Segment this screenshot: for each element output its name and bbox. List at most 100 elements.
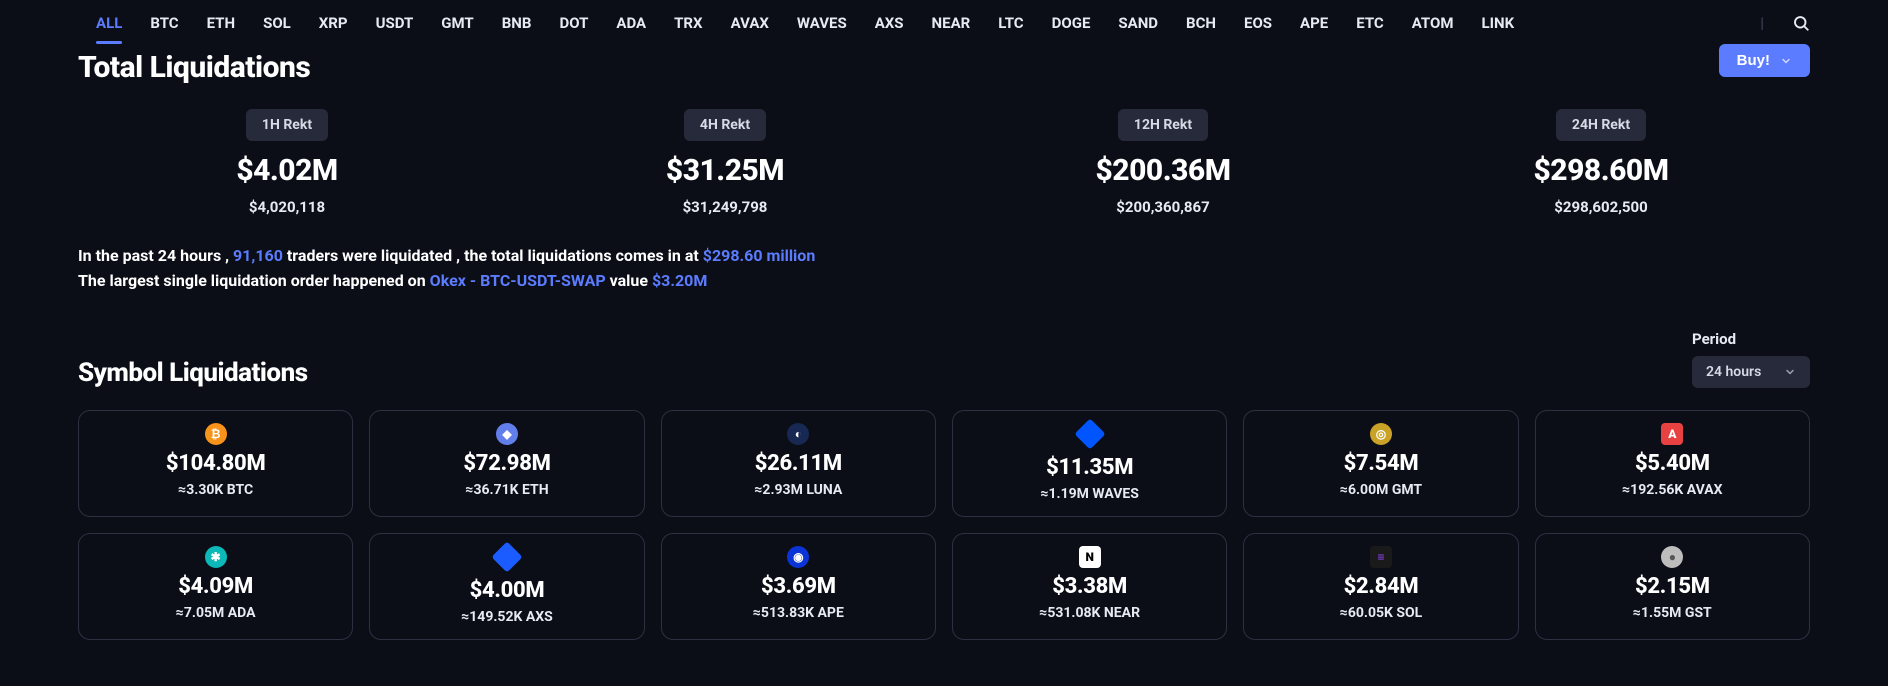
- symbol-card[interactable]: ✱ $4.09M ≈7.05M ADA: [78, 533, 353, 640]
- tab-link[interactable]: LINK: [1481, 14, 1514, 32]
- summary-total: $298.60 million: [703, 246, 816, 265]
- summary-top-value: $3.20M: [652, 271, 707, 290]
- tab-waves[interactable]: WAVES: [797, 14, 847, 32]
- tab-gmt[interactable]: GMT: [441, 14, 473, 32]
- tab-dot[interactable]: DOT: [559, 14, 588, 32]
- tab-atom[interactable]: ATOM: [1412, 14, 1454, 32]
- rekt-badge: 24H Rekt: [1556, 109, 1646, 141]
- tab-axs[interactable]: AXS: [875, 14, 904, 32]
- rekt-amount: $4.02M: [78, 153, 496, 188]
- card-subtext: ≈2.93M LUNA: [672, 482, 925, 498]
- symbol-liquidations-title: Symbol Liquidations: [78, 358, 308, 388]
- card-amount: $4.09M: [89, 574, 342, 599]
- tab-usdt[interactable]: USDT: [376, 14, 414, 32]
- card-subtext: ≈192.56K AVAX: [1546, 482, 1799, 498]
- card-subtext: ≈531.08K NEAR: [963, 605, 1216, 621]
- card-amount: $72.98M: [380, 451, 633, 476]
- symbol-card[interactable]: ◉ $3.69M ≈513.83K APE: [661, 533, 936, 640]
- card-amount: $2.84M: [1254, 574, 1507, 599]
- coin-icon: ●: [1661, 546, 1683, 568]
- chevron-down-icon: [1784, 366, 1796, 378]
- summary-traders-count: 91,160: [233, 246, 283, 265]
- symbol-card[interactable]: ◐ $26.11M ≈2.93M LUNA: [661, 410, 936, 517]
- card-amount: $7.54M: [1254, 451, 1507, 476]
- card-subtext: ≈7.05M ADA: [89, 605, 342, 621]
- tab-ada[interactable]: ADA: [616, 14, 646, 32]
- symbol-section-header: Symbol Liquidations Period 24 hours: [78, 330, 1810, 388]
- coin-icon: [1074, 418, 1105, 449]
- symbol-card[interactable]: ◆ $72.98M ≈36.71K ETH: [369, 410, 644, 517]
- tab-sand[interactable]: SAND: [1118, 14, 1158, 32]
- symbol-card[interactable]: A$5.40M≈192.56K AVAX: [1535, 410, 1810, 517]
- coin-icon: N: [1079, 546, 1101, 568]
- card-subtext: ≈1.19M WAVES: [963, 486, 1216, 502]
- card-amount: $26.11M: [672, 451, 925, 476]
- rekt-detail: $4,020,118: [78, 198, 496, 216]
- rekt-detail: $31,249,798: [516, 198, 934, 216]
- coin-icon: [491, 541, 522, 572]
- summary-text: In the past 24 hours , 91,160 traders we…: [78, 244, 1810, 294]
- page-title: Total Liquidations: [78, 50, 310, 85]
- coin-icon: ◉: [787, 546, 809, 568]
- coin-icon: ◎: [1370, 423, 1392, 445]
- rekt-amount: $298.60M: [1392, 153, 1810, 188]
- buy-button[interactable]: Buy!: [1719, 44, 1810, 77]
- tab-eth[interactable]: ETH: [207, 14, 235, 32]
- symbol-card[interactable]: $11.35M≈1.19M WAVES: [952, 410, 1227, 517]
- coin-icon: ₿: [205, 423, 227, 445]
- rekt-col-2: 12H Rekt $200.36M $200,360,867: [954, 109, 1372, 216]
- tab-eos[interactable]: EOS: [1244, 14, 1272, 32]
- rekt-col-1: 4H Rekt $31.25M $31,249,798: [516, 109, 934, 216]
- symbol-card[interactable]: ₿$104.80M≈3.30K BTC: [78, 410, 353, 517]
- symbol-card[interactable]: $4.00M≈149.52K AXS: [369, 533, 644, 640]
- period-select[interactable]: 24 hours: [1692, 356, 1810, 388]
- symbol-card[interactable]: ≡ $2.84M ≈60.05K SOL: [1243, 533, 1518, 640]
- coin-icon: ✱: [205, 546, 227, 568]
- symbol-card[interactable]: ● $2.15M ≈1.55M GST: [1535, 533, 1810, 640]
- rekt-badge: 12H Rekt: [1118, 109, 1208, 141]
- card-amount: $3.38M: [963, 574, 1216, 599]
- period-label: Period: [1692, 330, 1810, 348]
- summary-line-2: The largest single liquidation order hap…: [78, 269, 1810, 294]
- card-subtext: ≈1.55M GST: [1546, 605, 1799, 621]
- symbol-card[interactable]: ◎ $7.54M ≈6.00M GMT: [1243, 410, 1518, 517]
- card-amount: $5.40M: [1546, 451, 1799, 476]
- period-selected-value: 24 hours: [1706, 364, 1761, 380]
- tab-xrp[interactable]: XRP: [319, 14, 348, 32]
- card-subtext: ≈3.30K BTC: [89, 482, 342, 498]
- card-subtext: ≈6.00M GMT: [1254, 482, 1507, 498]
- tab-all[interactable]: ALL: [96, 14, 122, 32]
- tab-bnb[interactable]: BNB: [502, 14, 532, 32]
- card-subtext: ≈513.83K APE: [672, 605, 925, 621]
- card-amount: $2.15M: [1546, 574, 1799, 599]
- tab-ltc[interactable]: LTC: [998, 14, 1023, 32]
- rekt-amount: $31.25M: [516, 153, 934, 188]
- chevron-down-icon: [1780, 55, 1792, 67]
- tab-doge[interactable]: DOGE: [1052, 14, 1091, 32]
- tab-etc[interactable]: ETC: [1356, 14, 1384, 32]
- symbol-card[interactable]: N $3.38M ≈531.08K NEAR: [952, 533, 1227, 640]
- card-amount: $3.69M: [672, 574, 925, 599]
- title-row: Total Liquidations Buy!: [78, 44, 1810, 93]
- rekt-amount: $200.36M: [954, 153, 1372, 188]
- card-subtext: ≈36.71K ETH: [380, 482, 633, 498]
- coin-icon: ◆: [496, 423, 518, 445]
- tab-avax[interactable]: AVAX: [731, 14, 769, 32]
- rekt-badge: 4H Rekt: [684, 109, 766, 141]
- tab-ape[interactable]: APE: [1300, 14, 1328, 32]
- tab-sol[interactable]: SOL: [263, 14, 291, 32]
- rekt-detail: $298,602,500: [1392, 198, 1810, 216]
- rekt-col-0: 1H Rekt$4.02M$4,020,118: [78, 109, 496, 216]
- summary-exchange-pair: Okex - BTC-USDT-SWAP: [430, 271, 606, 290]
- rekt-detail: $200,360,867: [954, 198, 1372, 216]
- tab-btc[interactable]: BTC: [150, 14, 178, 32]
- search-icon[interactable]: [1792, 14, 1810, 32]
- tab-trx[interactable]: TRX: [674, 14, 702, 32]
- tab-near[interactable]: NEAR: [932, 14, 971, 32]
- coin-icon: ◐: [787, 423, 809, 445]
- coin-icon: ≡: [1370, 546, 1392, 568]
- symbol-cards-grid: ₿$104.80M≈3.30K BTC ◆ $72.98M ≈36.71K ETH ◐ $…: [78, 410, 1810, 640]
- tab-bch[interactable]: BCH: [1186, 14, 1216, 32]
- card-subtext: ≈60.05K SOL: [1254, 605, 1507, 621]
- card-amount: $4.00M: [380, 578, 633, 603]
